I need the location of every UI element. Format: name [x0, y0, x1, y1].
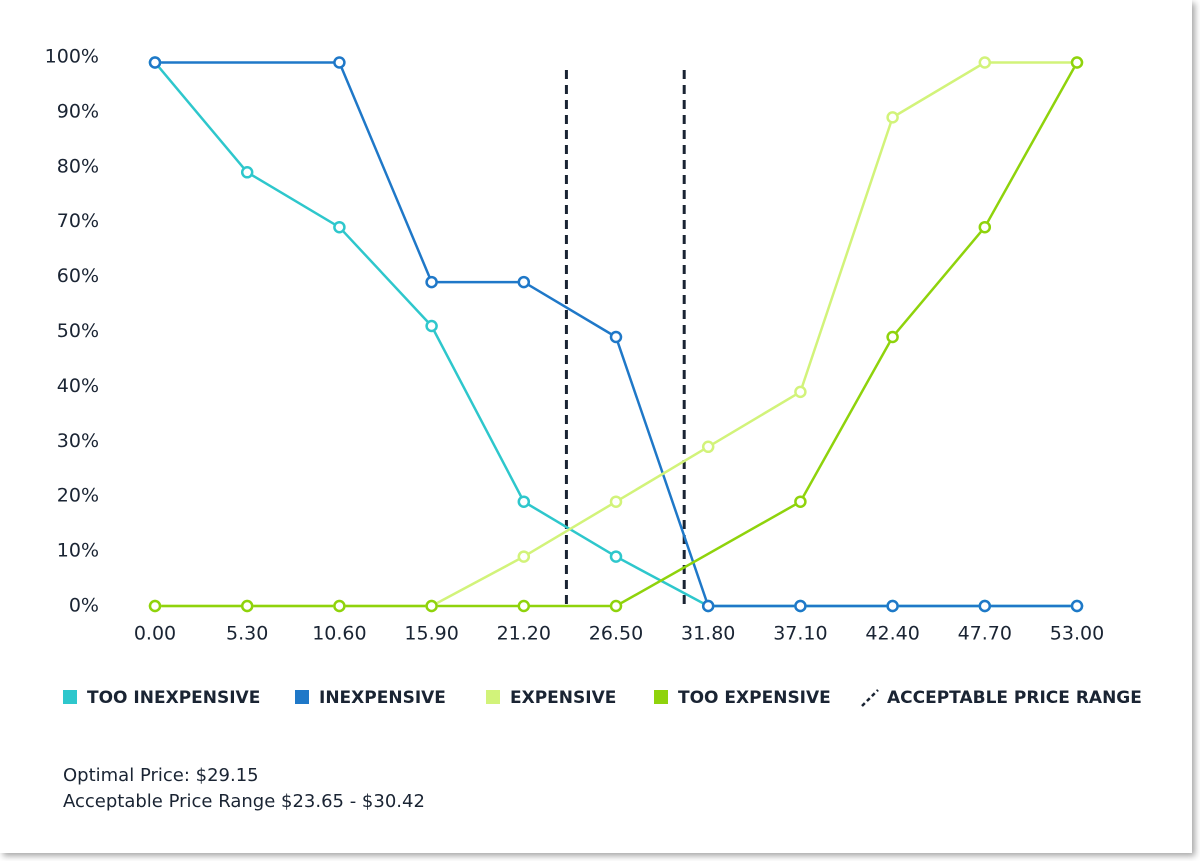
legend-label: EXPENSIVE: [510, 688, 616, 708]
point: [517, 275, 531, 289]
y-tick-label: 20%: [57, 485, 99, 507]
point: [886, 330, 899, 344]
point: [609, 330, 623, 344]
legend-swatch: [654, 690, 668, 704]
point: [425, 319, 438, 333]
y-tick-label: 80%: [57, 155, 99, 177]
legend-swatch: [63, 690, 77, 704]
point: [425, 275, 438, 289]
legend-label: INEXPENSIVE: [319, 688, 446, 708]
y-tick-label: 0%: [69, 595, 99, 617]
x-tick-label: 5.30: [226, 623, 268, 645]
legend-label: TOO INEXPENSIVE: [87, 688, 260, 708]
x-tick-label: 21.20: [497, 623, 551, 645]
point: [148, 599, 162, 613]
point: [886, 599, 899, 613]
y-tick-label: 100%: [45, 46, 99, 68]
point: [148, 56, 162, 69]
x-tick-label: 31.80: [681, 623, 735, 645]
series-line: [155, 61, 1077, 608]
x-tick-label: 53.00: [1050, 623, 1104, 645]
y-tick-label: 50%: [57, 320, 99, 342]
legend-swatch: [861, 689, 879, 707]
y-tick-label: 30%: [57, 430, 99, 452]
point: [794, 599, 807, 613]
point: [609, 599, 623, 613]
point: [701, 599, 715, 613]
y-tick-label: 60%: [57, 265, 99, 287]
point: [978, 599, 992, 613]
point: [240, 599, 254, 613]
x-tick-label: 15.90: [404, 623, 458, 645]
legend-label: TOO EXPENSIVE: [678, 688, 831, 708]
y-tick-label: 10%: [57, 540, 99, 562]
point: [701, 440, 715, 454]
legend-swatch: [295, 690, 309, 704]
x-tick-label: 10.60: [312, 623, 366, 645]
y-tick-label: 70%: [57, 210, 99, 232]
point: [1070, 599, 1084, 613]
x-tick-label: 26.50: [589, 623, 643, 645]
x-tick-label: 37.10: [773, 623, 827, 645]
point: [794, 385, 807, 399]
point: [978, 56, 992, 69]
x-tick-label: 0.00: [134, 623, 176, 645]
point: [517, 599, 531, 613]
point: [240, 166, 254, 179]
annotation: Acceptable Price Range $23.65 - $30.42: [63, 791, 425, 812]
point: [333, 599, 346, 613]
point: [425, 599, 438, 613]
x-tick-label: 47.70: [958, 623, 1012, 645]
annotation: Optimal Price: $29.15: [63, 765, 259, 786]
x-tick-label: 42.40: [865, 623, 919, 645]
point: [978, 220, 992, 234]
legend-swatch: [486, 690, 500, 704]
point: [333, 220, 346, 234]
series-line: [155, 61, 1079, 608]
y-tick-label: 40%: [57, 375, 99, 397]
legend-label: ACCEPTABLE PRICE RANGE: [887, 688, 1142, 708]
point: [333, 56, 346, 69]
y-tick-label: 90%: [57, 100, 99, 122]
point: [609, 550, 623, 563]
point: [1070, 56, 1084, 69]
point: [886, 111, 899, 124]
point: [517, 550, 531, 563]
point: [517, 495, 531, 508]
point: [794, 495, 807, 508]
point: [609, 495, 623, 508]
